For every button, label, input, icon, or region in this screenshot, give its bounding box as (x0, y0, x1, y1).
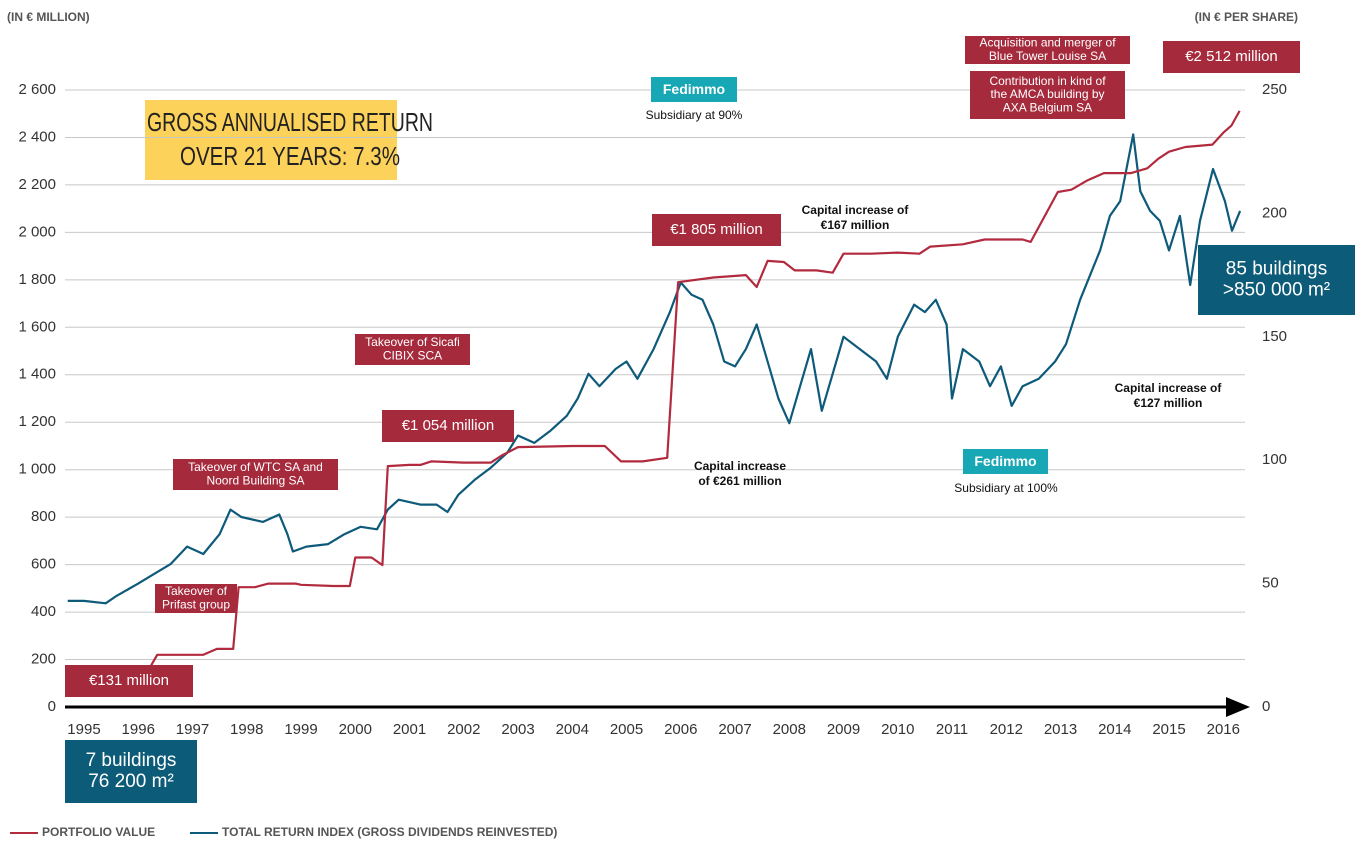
y2-axis-label: (IN € PER SHARE) (1195, 10, 1298, 24)
y-tick-label: 2 400 (18, 128, 56, 145)
x-tick-label: 2000 (339, 721, 372, 738)
x-tick-label: 2012 (990, 721, 1023, 738)
annotation-text: €1 805 million (670, 221, 763, 238)
y-tick-label: 1 200 (18, 413, 56, 430)
annotation-text: AXA Belgium SA (1003, 100, 1092, 114)
annotation-text: 7 buildings (86, 750, 177, 771)
y-tick-label: 400 (31, 603, 56, 620)
annotation-text: Takeover of (165, 584, 228, 598)
annotation-text: Capital increase of (802, 203, 910, 217)
annotation-text: Capital increase of (1115, 381, 1223, 395)
x-tick-label: 2008 (773, 721, 806, 738)
annotation-text: Noord Building SA (206, 473, 304, 487)
annotation-text: €131 million (89, 672, 169, 689)
x-tick-label: 2006 (664, 721, 697, 738)
y-tick-label: 600 (31, 556, 56, 573)
annotation-text: €167 million (821, 218, 890, 232)
x-tick-label: 1999 (284, 721, 317, 738)
annotation-text: Acquisition and merger of (979, 36, 1116, 50)
annotation-box (1163, 41, 1300, 73)
annotation-box (65, 665, 193, 697)
annotation-box (965, 36, 1130, 64)
x-tick-label: 2003 (501, 721, 534, 738)
annotation-text: >850 000 m² (1223, 279, 1330, 300)
y-tick-label: 200 (31, 651, 56, 668)
logo-text: Fedimmo (663, 81, 725, 97)
annotation-box (173, 459, 338, 490)
annotation-text: €2 512 million (1185, 48, 1278, 65)
title-highlight (145, 100, 397, 180)
x-tick-label: 2004 (556, 721, 589, 738)
annotation-box (652, 214, 781, 246)
x-tick-label: 2010 (881, 721, 914, 738)
y-axis-label: (IN € MILLION) (7, 10, 90, 24)
x-tick-label: 2014 (1098, 721, 1131, 738)
y-tick-label: 2 200 (18, 176, 56, 193)
series-line (67, 133, 1242, 605)
annotation-box (65, 740, 197, 803)
x-tick-label: 2005 (610, 721, 643, 738)
x-tick-label: 1997 (176, 721, 209, 738)
series-line (84, 110, 1241, 677)
y2-tick-label: 100 (1262, 451, 1287, 468)
annotation-text: Prifast group (162, 597, 230, 611)
logo-box (963, 449, 1048, 474)
x-tick-label: 2015 (1152, 721, 1185, 738)
chart-title: OVER 21 YEARS: 7.3% (180, 141, 400, 171)
annotation-text: €1 054 million (402, 417, 495, 434)
y-tick-label: 800 (31, 508, 56, 525)
x-tick-label: 2016 (1207, 721, 1240, 738)
x-tick-label: 1995 (67, 721, 100, 738)
annotation-text: 76 200 m² (88, 771, 174, 792)
annotation-text: Takeover of WTC SA and (188, 460, 323, 474)
y-tick-label: 1 000 (18, 461, 56, 478)
y2-tick-label: 50 (1262, 575, 1279, 592)
annotation-box (1198, 245, 1355, 315)
annotation-text: Capital increase (694, 459, 786, 473)
x-tick-label: 1996 (122, 721, 155, 738)
x-tick-label: 2002 (447, 721, 480, 738)
annotation-text: 85 buildings (1226, 259, 1327, 280)
annotation-text: Takeover of Sicafi (365, 335, 460, 349)
y-tick-label: 1 400 (18, 366, 56, 383)
x-tick-label: 2007 (718, 721, 751, 738)
annotation-text: Subsidiary at 90% (646, 108, 743, 122)
y2-tick-label: 0 (1262, 698, 1270, 715)
chart-title: GROSS ANNUALISED RETURN (147, 107, 433, 137)
annotation-text: Subsidiary at 100% (954, 481, 1058, 495)
annotation-box (155, 584, 237, 613)
x-tick-label: 2011 (936, 721, 968, 738)
y-tick-label: 2 000 (18, 223, 56, 240)
legend-label: TOTAL RETURN INDEX (GROSS DIVIDENDS REIN… (222, 825, 557, 839)
annotation-text: Blue Tower Louise SA (989, 49, 1106, 63)
legend-label: PORTFOLIO VALUE (42, 825, 155, 839)
annotation-box (382, 410, 514, 442)
annotation-box (355, 334, 470, 365)
y-tick-label: 1 600 (18, 318, 56, 335)
annotation-text: €127 million (1134, 396, 1203, 410)
annotation-text: CIBIX SCA (383, 348, 442, 362)
annotation-text: Contribution in kind of (989, 74, 1106, 88)
x-axis-arrow (1226, 697, 1250, 717)
x-tick-label: 1998 (230, 721, 263, 738)
logo-box (651, 77, 737, 102)
annotation-text: of €261 million (698, 474, 781, 488)
x-tick-label: 2013 (1044, 721, 1077, 738)
y-tick-label: 2 600 (18, 81, 56, 98)
x-tick-label: 2009 (827, 721, 860, 738)
logo-text: Fedimmo (974, 453, 1036, 469)
y2-tick-label: 250 (1262, 81, 1287, 98)
y2-tick-label: 200 (1262, 204, 1287, 221)
y-tick-label: 0 (48, 698, 56, 715)
x-tick-label: 2001 (393, 721, 426, 738)
y2-tick-label: 150 (1262, 328, 1287, 345)
y-tick-label: 1 800 (18, 271, 56, 288)
annotation-box (970, 71, 1125, 119)
annotation-text: the AMCA building by (990, 87, 1104, 101)
